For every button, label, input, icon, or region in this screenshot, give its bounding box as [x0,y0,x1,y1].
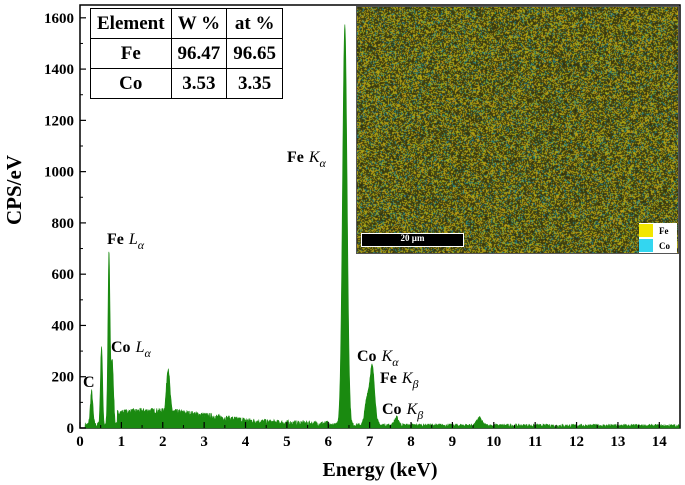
peak-label: Co Kβ [382,401,423,422]
table-cell: 96.47 [170,38,228,69]
table-cell: 3.35 [226,68,284,99]
x-axis-ticks: 0 1 2 3 4 5 6 7 8 9 10 11 12 13 14 [76,422,681,450]
peak-label: C [83,374,95,391]
y-tick-label: 0 [67,421,75,437]
peak-label: Fe Kα [287,149,327,170]
legend-swatch [639,239,653,252]
x-tick-label: 11 [528,434,542,450]
elemental-map-image [357,7,678,253]
x-tick-label: 4 [242,434,250,450]
x-axis-title: Energy (keV) [323,459,438,481]
y-tick-label: 200 [52,370,75,386]
x-tick-label: 6 [325,434,333,450]
x-tick-label: 2 [159,434,167,450]
spectrum-series-line [80,24,681,429]
legend-item: Co [639,238,677,253]
table-header-cell: W % [170,8,228,39]
scale-bar: 20 µm [361,233,464,247]
x-tick-label: 5 [283,434,291,450]
peak-label: Co Kα [357,348,399,369]
x-tick-label: 14 [652,434,668,450]
y-axis-title: CPS/eV [2,155,26,225]
y-tick-label: 800 [52,216,75,232]
y-axis-ticks: 0 200 400 600 800 1000 1200 1400 1600 [44,11,86,437]
table-cell: 3.53 [170,68,228,99]
peak-label: Fe Kβ [380,370,419,391]
x-tick-label: 8 [407,434,415,450]
legend-label: Fe [659,225,669,236]
y-tick-label: 600 [52,267,75,283]
y-tick-label: 1600 [44,11,74,27]
table-row: Fe 96.47 96.65 [90,38,284,69]
x-tick-label: 7 [366,434,374,450]
map-legend: Fe Co [639,223,677,253]
peak-label: Co Lα [111,339,151,360]
x-tick-label: 3 [200,434,208,450]
eds-map-inset: 20 µm Fe Co [356,6,679,254]
table-row: Co 3.53 3.35 [90,68,284,99]
x-tick-label: 1 [118,434,126,450]
scale-bar-label: 20 µm [400,233,425,243]
table-header-cell: Element [90,8,172,39]
table-cell: Fe [90,38,172,69]
legend-swatch [639,224,653,237]
x-tick-label: 10 [486,434,501,450]
x-tick-label: 0 [76,434,84,450]
composition-table: Element W % at % Fe 96.47 96.65 Co 3.53 … [90,8,284,99]
x-tick-label: 12 [569,434,584,450]
table-header-cell: at % [226,8,284,39]
legend-item: Fe [639,223,677,238]
peak-label: Fe Lα [107,231,145,252]
y-tick-label: 1400 [44,62,74,78]
y-tick-label: 1200 [44,113,74,129]
legend-label: Co [659,240,670,251]
x-tick-label: 13 [610,434,625,450]
x-tick-label: 9 [449,434,457,450]
table-cell: Co [90,68,172,99]
table-header-row: Element W % at % [90,8,284,39]
y-tick-label: 400 [52,318,75,334]
table-cell: 96.65 [226,38,284,69]
y-tick-label: 1000 [44,165,74,181]
